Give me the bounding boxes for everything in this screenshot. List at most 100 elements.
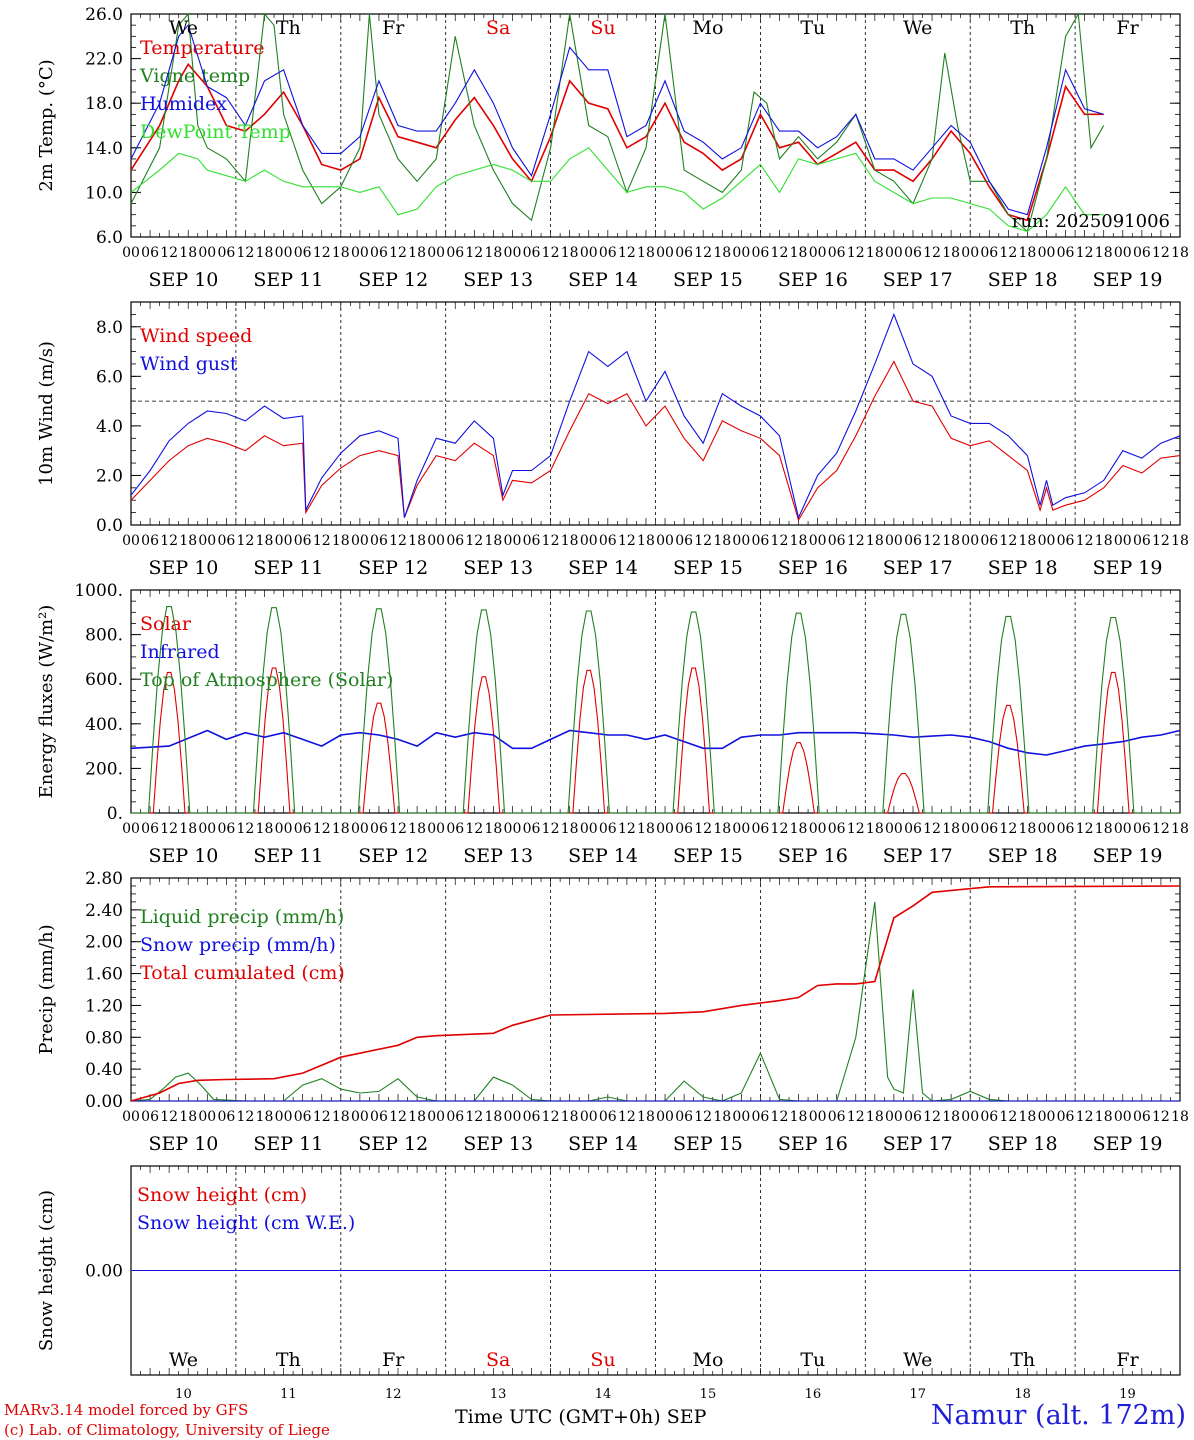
hour-label: 00: [1114, 821, 1132, 837]
hour-label: 12: [160, 821, 178, 837]
hour-label: 18: [256, 245, 274, 261]
hour-label: 06: [828, 821, 846, 837]
hour-label: 18: [1171, 533, 1189, 549]
hour-label: 00: [580, 821, 598, 837]
hour-label: 00: [580, 1109, 598, 1125]
hour-label: 00: [351, 1109, 369, 1125]
date-label: SEP 15: [673, 557, 743, 579]
hour-label: 00: [427, 821, 445, 837]
panel-0-ytick-label: 22.0: [85, 50, 123, 70]
hour-label: 18: [866, 1109, 884, 1125]
hour-label: 06: [523, 1109, 541, 1125]
hour-label: 12: [465, 821, 483, 837]
panel-2-ytick-label: 600.: [85, 670, 123, 690]
hour-label: 12: [771, 245, 789, 261]
hour-label: 18: [408, 533, 426, 549]
hour-label: 00: [809, 533, 827, 549]
panel-3-ytick-label: 0.40: [85, 1060, 123, 1080]
hour-label: 12: [389, 1109, 407, 1125]
panel-4-ytick-label: 0.00: [85, 1262, 123, 1282]
hour-label: 18: [713, 821, 731, 837]
weekday-label-bottom: Th: [276, 1349, 301, 1371]
day-number-label: 17: [909, 1387, 926, 1402]
hour-label: 00: [1114, 245, 1132, 261]
hour-label: 00: [504, 821, 522, 837]
date-label: SEP 13: [463, 557, 533, 579]
hour-label: 12: [160, 245, 178, 261]
legend-entry-2-2: Top of Atmosphere (Solar): [140, 669, 393, 691]
hour-label: 12: [694, 245, 712, 261]
weekday-label-bottom: Fr: [1116, 1349, 1139, 1371]
hour-label: 00: [656, 1109, 674, 1125]
date-label: SEP 10: [149, 557, 219, 579]
hour-label: 06: [294, 1109, 312, 1125]
hour-label: 00: [1038, 821, 1056, 837]
hour-label: 18: [942, 821, 960, 837]
hour-label: 18: [1095, 1109, 1113, 1125]
hour-label: 00: [885, 533, 903, 549]
hour-label: 18: [942, 533, 960, 549]
hour-label: 06: [523, 821, 541, 837]
day-number-label: 10: [175, 1387, 192, 1402]
hour-label: 00: [427, 533, 445, 549]
hour-label: 06: [370, 821, 388, 837]
hour-label: 06: [599, 1109, 617, 1125]
hour-label: 06: [446, 245, 464, 261]
hour-label: 06: [217, 1109, 235, 1125]
hour-label: 06: [217, 245, 235, 261]
hour-label: 12: [618, 533, 636, 549]
hour-label: 06: [751, 533, 769, 549]
hour-label: 00: [656, 245, 674, 261]
hour-label: 00: [504, 533, 522, 549]
hour-label: 18: [713, 245, 731, 261]
date-label: SEP 17: [883, 1133, 953, 1155]
date-label: SEP 18: [988, 1133, 1058, 1155]
date-label: SEP 10: [149, 845, 219, 867]
hour-label: 18: [942, 1109, 960, 1125]
hour-label: 18: [637, 1109, 655, 1125]
hour-label: 12: [771, 533, 789, 549]
hour-label: 18: [1095, 245, 1113, 261]
hour-label: 18: [408, 1109, 426, 1125]
hour-label: 06: [828, 245, 846, 261]
hour-label: 06: [523, 533, 541, 549]
hour-label: 06: [1133, 821, 1151, 837]
hour-label: 00: [809, 821, 827, 837]
hour-label: 00: [580, 533, 598, 549]
hour-label: 06: [294, 821, 312, 837]
hour-label: 12: [847, 533, 865, 549]
hour-label: 06: [294, 245, 312, 261]
hour-label: 12: [542, 821, 560, 837]
hour-label: 18: [256, 821, 274, 837]
weekday-label-top: Th: [276, 17, 301, 39]
hour-label: 12: [618, 821, 636, 837]
panel-1-ytick-label: 4.0: [96, 417, 123, 437]
weekday-label-top: We: [169, 17, 198, 39]
date-label: SEP 15: [673, 269, 743, 291]
hour-label: 12: [1076, 821, 1094, 837]
hour-label: 00: [504, 1109, 522, 1125]
hour-label: 18: [942, 245, 960, 261]
series-line-wind-speed: [130, 360, 1181, 522]
hour-label: 06: [1133, 245, 1151, 261]
hour-label: 12: [694, 1109, 712, 1125]
date-label: SEP 12: [358, 269, 428, 291]
hour-label: 18: [790, 533, 808, 549]
footer-model-credit: MARv3.14 model forced by GFS: [4, 1401, 249, 1419]
date-label: SEP 12: [358, 557, 428, 579]
day-number-label: 12: [385, 1387, 402, 1402]
date-label: SEP 16: [778, 1133, 848, 1155]
panel-3-ylabel: Precip (mm/h): [36, 924, 57, 1054]
date-label: SEP 10: [149, 269, 219, 291]
hour-label: 18: [561, 245, 579, 261]
hour-label: 18: [179, 821, 197, 837]
hour-label: 06: [1133, 1109, 1151, 1125]
legend-entry-2-1: Infrared: [140, 641, 220, 663]
hour-label: 18: [256, 1109, 274, 1125]
date-label: SEP 17: [883, 557, 953, 579]
date-label: SEP 19: [1093, 269, 1163, 291]
hour-label: 18: [1095, 821, 1113, 837]
hour-label: 18: [484, 821, 502, 837]
date-label: SEP 11: [253, 269, 323, 291]
hour-label: 18: [637, 821, 655, 837]
